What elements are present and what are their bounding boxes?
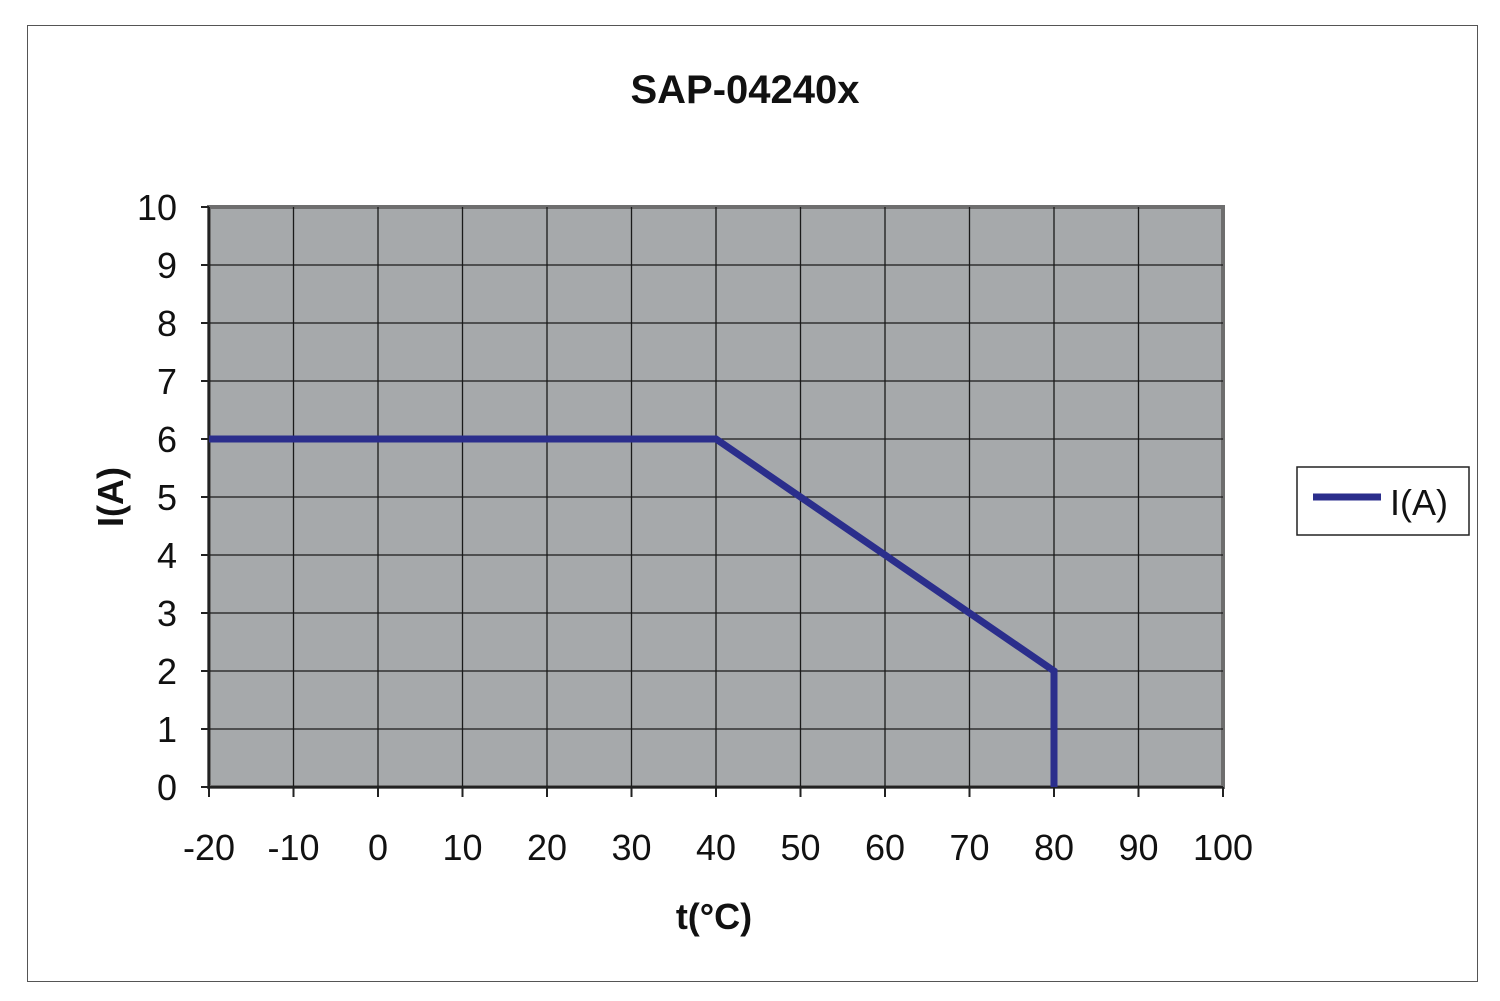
x-tick-label: 30 xyxy=(611,827,651,868)
x-tick-label: 80 xyxy=(1034,827,1074,868)
x-tick-label: 70 xyxy=(949,827,989,868)
legend: I(A) xyxy=(1296,466,1470,536)
x-tick-label: 10 xyxy=(442,827,482,868)
y-tick-label: 9 xyxy=(157,245,177,286)
y-axis-title: I(A) xyxy=(90,467,131,527)
x-axis: -20 -10 0 10 20 30 40 50 60 70 80 90 100 xyxy=(183,786,1253,868)
x-tick-label: 50 xyxy=(780,827,820,868)
y-tick-label: 7 xyxy=(157,361,177,402)
x-tick-label: 0 xyxy=(368,827,388,868)
y-axis: 0 1 2 3 4 5 6 7 8 9 10 xyxy=(137,187,210,808)
y-tick-label: 3 xyxy=(157,593,177,634)
legend-label: I(A) xyxy=(1390,482,1448,523)
y-tick-label: 1 xyxy=(157,709,177,750)
x-tick-label: 100 xyxy=(1193,827,1253,868)
y-tick-label: 10 xyxy=(137,187,177,228)
chart-title: SAP-04240x xyxy=(630,68,859,112)
y-tick-label: 8 xyxy=(157,303,177,344)
y-tick-label: 5 xyxy=(157,477,177,518)
series-line xyxy=(209,435,1058,787)
y-tick-label: 4 xyxy=(157,535,177,576)
grid-lines xyxy=(209,207,1223,787)
x-tick-label: 60 xyxy=(865,827,905,868)
x-tick-label: 40 xyxy=(696,827,736,868)
y-tick-label: 0 xyxy=(157,767,177,808)
x-tick-label: 20 xyxy=(527,827,567,868)
series-layer xyxy=(209,435,1058,787)
y-tick-label: 2 xyxy=(157,651,177,692)
legend-box xyxy=(1296,466,1470,536)
y-tick-label: 6 xyxy=(157,419,177,460)
x-axis-title: t(°C) xyxy=(676,896,752,937)
x-tick-label: 90 xyxy=(1118,827,1158,868)
x-tick-label: -20 xyxy=(183,827,235,868)
x-tick-label: -10 xyxy=(267,827,319,868)
